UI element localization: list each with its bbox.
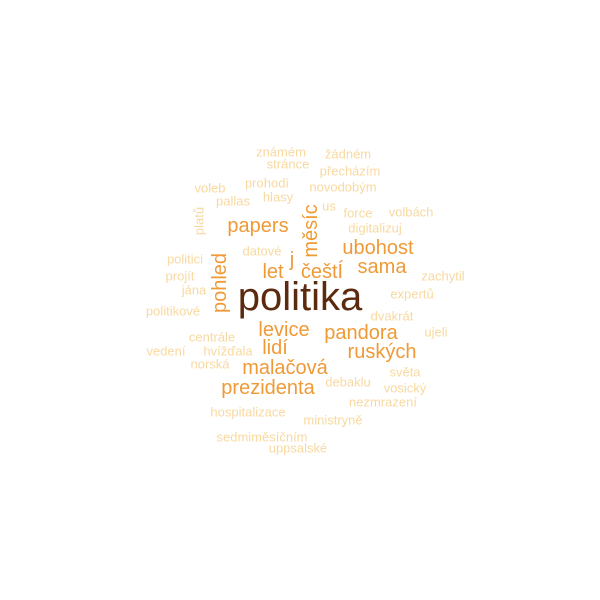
word-cloud-word: žádném xyxy=(324,146,372,162)
word-cloud-word: datové xyxy=(242,243,282,259)
word-cloud-word: sama xyxy=(357,256,407,278)
word-cloud-word: hospitalizace xyxy=(210,404,286,420)
word-cloud-word: levice xyxy=(258,319,310,341)
word-cloud-word: vosický xyxy=(383,380,427,396)
word-cloud-word: nezmrazení xyxy=(349,394,417,410)
word-cloud-word: debaklu xyxy=(325,374,371,390)
word-cloud-word: politika xyxy=(237,275,363,319)
word-cloud-word: ministryně xyxy=(303,412,363,428)
word-cloud-word: let xyxy=(262,261,284,283)
word-cloud-word: us xyxy=(322,198,336,214)
word-cloud-word: pallas xyxy=(216,193,250,209)
word-cloud-word: j xyxy=(289,249,295,271)
word-cloud-word: světa xyxy=(389,364,421,380)
word-cloud-word: force xyxy=(343,205,373,221)
word-cloud-word: pandora xyxy=(324,322,398,344)
word-cloud-word: ubohost xyxy=(342,237,414,259)
word-cloud-word: zachytil xyxy=(421,268,465,284)
word-cloud-word: prohodí xyxy=(244,175,290,191)
word-cloud-word: hlasy xyxy=(262,189,294,205)
word-cloud-word: platů xyxy=(191,206,207,236)
word-cloud-word: norská xyxy=(190,356,230,372)
word-cloud-word: uppsalské xyxy=(268,440,328,456)
word-cloud-word: jána xyxy=(181,282,207,298)
word-cloud-word: novodobým xyxy=(309,179,377,195)
word-cloud-word: češtÍ xyxy=(300,261,344,283)
word-cloud-word: sedmiměsíčním xyxy=(216,429,308,445)
word-cloud-word: malačová xyxy=(242,357,328,379)
word-cloud-word: voleb xyxy=(194,180,226,196)
word-cloud-word: prezidenta xyxy=(221,377,315,399)
word-cloud-word: papers xyxy=(227,215,289,237)
word-cloud-word: pohled xyxy=(209,252,231,314)
word-cloud-word: vedení xyxy=(146,343,186,359)
word-cloud-word: digitalizuj xyxy=(348,220,402,236)
word-cloud-word: politici xyxy=(166,251,204,267)
word-cloud-word: centrále xyxy=(188,329,236,345)
word-cloud-word: dvakrát xyxy=(370,308,414,324)
word-cloud-word: stránce xyxy=(266,156,310,172)
word-cloud-word: ruských xyxy=(347,341,417,363)
word-cloud-word: hvížďala xyxy=(203,343,253,359)
word-cloud-word: lidí xyxy=(262,337,288,359)
word-cloud-word: politikové xyxy=(145,303,201,319)
word-cloud-word: volbách xyxy=(388,204,434,220)
word-cloud-word: projít xyxy=(165,268,195,284)
word-cloud-word: známém xyxy=(256,144,306,160)
word-cloud-word: měsíc xyxy=(300,204,322,258)
word-cloud-word: přecházím xyxy=(319,163,381,179)
word-cloud-word: expertů xyxy=(390,286,434,302)
word-cloud-word: ujeli xyxy=(424,324,448,340)
